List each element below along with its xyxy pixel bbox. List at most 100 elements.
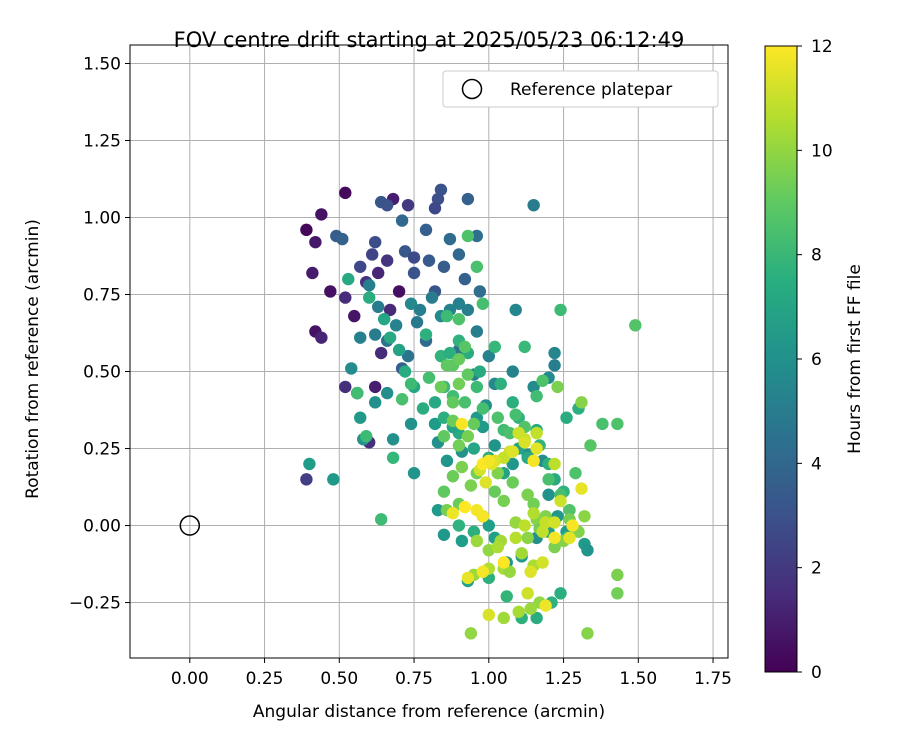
data-point xyxy=(437,260,451,273)
data-point xyxy=(530,389,543,403)
colorbar-tick-label: 8 xyxy=(811,246,822,266)
data-point xyxy=(581,627,594,640)
data-point xyxy=(527,198,540,212)
data-point xyxy=(527,497,540,511)
x-tick-label: 1.25 xyxy=(545,669,583,689)
data-point xyxy=(488,340,501,354)
data-point xyxy=(455,534,469,548)
data-point xyxy=(368,328,382,341)
data-point xyxy=(530,611,543,625)
y-tick-label: 0.50 xyxy=(83,363,121,383)
data-point xyxy=(392,285,406,298)
data-point xyxy=(345,362,358,375)
data-point xyxy=(524,602,537,615)
y-tick-label: 0.75 xyxy=(83,286,121,306)
data-point xyxy=(467,442,481,455)
data-point xyxy=(455,417,469,431)
data-point xyxy=(548,540,561,554)
data-point xyxy=(530,426,543,440)
data-point xyxy=(470,503,484,517)
data-point xyxy=(473,365,487,378)
data-point xyxy=(506,396,519,409)
data-point xyxy=(303,457,316,471)
data-point xyxy=(431,503,445,517)
data-point xyxy=(566,519,579,532)
data-point xyxy=(446,396,460,409)
data-point xyxy=(578,510,591,523)
data-point xyxy=(452,297,466,310)
data-point xyxy=(548,531,561,545)
data-point xyxy=(446,507,460,520)
data-point xyxy=(395,214,409,227)
data-point xyxy=(611,568,624,582)
data-point xyxy=(506,365,519,378)
colorbar-tick-label: 10 xyxy=(811,141,833,161)
reference-point-marker xyxy=(179,515,201,536)
data-point xyxy=(452,353,466,366)
data-point xyxy=(386,451,400,464)
data-point xyxy=(458,396,472,409)
data-point xyxy=(596,417,609,431)
data-point xyxy=(419,223,433,237)
data-point xyxy=(413,303,427,317)
legend-label: Reference platepar xyxy=(510,80,672,100)
data-point xyxy=(542,473,555,486)
x-tick-label: 1.75 xyxy=(694,669,732,689)
data-point xyxy=(506,476,519,489)
data-point xyxy=(509,303,522,317)
data-point xyxy=(506,445,519,458)
data-point xyxy=(563,503,576,517)
data-point xyxy=(339,186,352,200)
data-point xyxy=(518,519,531,532)
data-point xyxy=(380,386,394,400)
data-point xyxy=(398,245,412,258)
data-point xyxy=(354,411,367,424)
data-point xyxy=(473,285,487,298)
data-point xyxy=(339,291,352,304)
data-point xyxy=(458,340,472,354)
data-point xyxy=(306,266,319,280)
data-point xyxy=(407,266,421,280)
data-point xyxy=(348,309,361,323)
data-point xyxy=(395,393,409,406)
x-tick-label: 1.50 xyxy=(619,669,657,689)
data-point xyxy=(392,343,406,357)
data-point xyxy=(401,349,415,363)
data-point xyxy=(452,519,466,532)
data-point xyxy=(380,198,394,212)
data-point xyxy=(351,386,364,400)
y-tick-label: −0.25 xyxy=(69,594,121,614)
data-point xyxy=(560,411,573,424)
data-point xyxy=(512,605,525,618)
data-point xyxy=(491,411,504,424)
data-point xyxy=(371,300,385,314)
data-point xyxy=(428,202,442,215)
y-axis-ticks: −0.25 0.00 0.25 0.50 0.75 1.00 1.25 1.50 xyxy=(69,54,130,614)
data-point xyxy=(464,627,478,640)
data-point xyxy=(527,507,540,520)
data-point xyxy=(497,494,510,508)
x-tick-label: 0.50 xyxy=(320,669,358,689)
data-point xyxy=(506,457,519,471)
data-point xyxy=(419,328,433,341)
data-point xyxy=(470,325,484,338)
data-point xyxy=(530,442,543,455)
data-point xyxy=(342,272,355,286)
data-point xyxy=(554,587,567,600)
data-point xyxy=(512,426,525,440)
data-point xyxy=(575,482,588,495)
data-point xyxy=(479,476,493,489)
data-point xyxy=(488,439,501,452)
data-point xyxy=(548,516,561,529)
data-point xyxy=(416,402,430,415)
data-point xyxy=(497,611,510,625)
data-point xyxy=(521,531,534,545)
data-point xyxy=(515,547,528,560)
data-point xyxy=(404,377,418,391)
data-point xyxy=(336,232,349,246)
colorbar-gradient xyxy=(764,45,798,673)
x-tick-label: 0.75 xyxy=(395,669,433,689)
data-point xyxy=(368,235,382,249)
data-point xyxy=(377,312,391,326)
data-point xyxy=(443,232,457,246)
